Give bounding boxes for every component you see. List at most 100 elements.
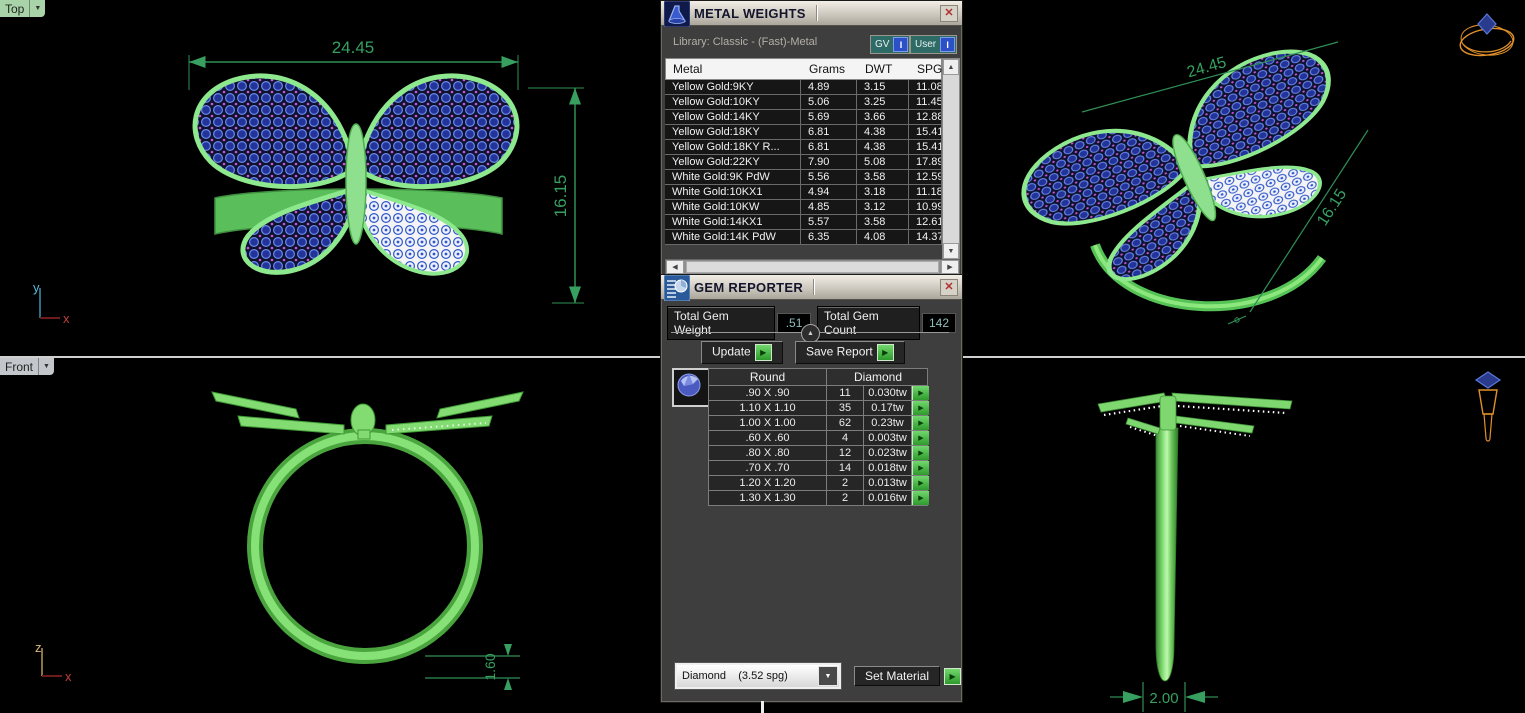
- library-label: Library: Classic - (Fast)-Metal: [673, 36, 818, 48]
- row-arrow-button[interactable]: ▶: [912, 386, 929, 400]
- update-button[interactable]: Update ▶: [701, 341, 783, 364]
- table-row[interactable]: White Gold:10KW 4.85 3.12 10.99: [665, 200, 942, 215]
- panel-title: METAL WEIGHTS: [694, 5, 806, 21]
- scrollbar-thumb[interactable]: [686, 261, 939, 273]
- gem-table-row[interactable]: 1.10 X 1.10 35 0.17tw ▶: [708, 401, 929, 416]
- material-column-header[interactable]: Diamond: [853, 370, 903, 384]
- row-arrow-button[interactable]: ▶: [912, 446, 929, 460]
- gem-table-row[interactable]: 1.00 X 1.00 62 0.23tw ▶: [708, 416, 929, 431]
- gem-reporter-titlebar[interactable]: GEM REPORTER ✕: [661, 274, 962, 302]
- viewport-tab-top[interactable]: Top ▼: [0, 0, 46, 17]
- scroll-up-icon[interactable]: ▲: [943, 59, 959, 75]
- column-header-spg[interactable]: SPG: [917, 62, 943, 76]
- gv-toggle[interactable]: GV I: [870, 35, 911, 54]
- table-cell: 17.89: [909, 155, 942, 169]
- gem-table-row[interactable]: .90 X .90 11 0.030tw ▶: [708, 386, 929, 401]
- viewport-tab-front[interactable]: Front ▼: [0, 358, 55, 375]
- table-cell: 12.61: [909, 215, 942, 229]
- user-toggle-button[interactable]: I: [940, 37, 956, 52]
- gem-count-cell: 4: [827, 431, 864, 445]
- table-row[interactable]: Yellow Gold:10KY 5.06 3.25 11.45: [665, 95, 942, 110]
- chevron-down-icon[interactable]: ▼: [38, 358, 54, 375]
- horizontal-scrollbar[interactable]: ◀ ▶: [665, 259, 960, 275]
- row-arrow-button[interactable]: ▶: [912, 461, 929, 475]
- gem-table-row[interactable]: .80 X .80 12 0.023tw ▶: [708, 446, 929, 461]
- table-header[interactable]: Metal Grams DWT SPG: [665, 58, 942, 80]
- save-report-button[interactable]: Save Report ▶: [795, 341, 905, 364]
- close-icon[interactable]: ✕: [940, 279, 958, 296]
- table-row[interactable]: White Gold:9K PdW 5.56 3.58 12.59: [665, 170, 942, 185]
- user-toggle-label: User: [915, 39, 937, 50]
- viewport-tab-label: Top: [5, 1, 25, 16]
- gem-table-row[interactable]: .60 X .60 4 0.003tw ▶: [708, 431, 929, 446]
- table-row[interactable]: Yellow Gold:9KY 4.89 3.15 11.08: [665, 80, 942, 95]
- set-material-button-label: Set Material: [865, 669, 930, 683]
- total-gem-count-value[interactable]: 142: [922, 313, 956, 333]
- shape-column-header[interactable]: Round: [709, 369, 827, 385]
- table-cell: 12.88: [909, 110, 942, 124]
- table-row[interactable]: White Gold:14KX1 5.57 3.58 12.61: [665, 215, 942, 230]
- run-arrow-icon[interactable]: ▶: [876, 344, 894, 361]
- gem-preview-thumbnail[interactable]: [672, 368, 711, 407]
- top-view-render: 24.45 16.15 y x: [33, 38, 584, 326]
- gem-table-body: .90 X .90 11 0.030tw ▶ 1.10 X 1.10 35 0.17tw ▶ 1…: [708, 386, 929, 506]
- dim-label: 16.15: [551, 175, 570, 218]
- perspective-widget-icon[interactable]: [1458, 13, 1515, 59]
- column-header-grams[interactable]: Grams: [809, 62, 845, 76]
- gem-table-row[interactable]: 1.30 X 1.30 2 0.016tw ▶: [708, 491, 929, 506]
- set-material-button[interactable]: Set Material: [854, 666, 941, 686]
- table-cell: 11.45: [909, 95, 942, 109]
- table-cell: 3.25: [857, 95, 909, 109]
- table-row[interactable]: White Gold:14K PdW 6.35 4.08 14.37: [665, 230, 942, 245]
- table-cell: 10.99: [909, 200, 942, 214]
- axis-x-label: x: [65, 669, 72, 684]
- row-arrow-button[interactable]: ▶: [912, 401, 929, 415]
- scroll-right-icon[interactable]: ▶: [941, 260, 959, 274]
- close-icon[interactable]: ✕: [940, 5, 958, 22]
- table-cell: Yellow Gold:18KY R...: [665, 140, 801, 154]
- gem-count-cell: 12: [827, 446, 864, 460]
- table-cell: 3.58: [857, 215, 909, 229]
- column-header-metal[interactable]: Metal: [673, 62, 703, 76]
- titlebar-divider: [813, 279, 815, 295]
- gem-table-row[interactable]: .70 X .70 14 0.018tw ▶: [708, 461, 929, 476]
- table-cell: 3.58: [857, 170, 909, 184]
- row-arrow-button[interactable]: ▶: [912, 416, 929, 430]
- front-band-dimension: 1.60: [425, 644, 520, 690]
- gem-table-header[interactable]: Round Diamond: [708, 368, 928, 386]
- table-row[interactable]: Yellow Gold:22KY 7.90 5.08 17.89: [665, 155, 942, 170]
- chevron-down-icon[interactable]: ▼: [818, 666, 838, 686]
- scroll-left-icon[interactable]: ◀: [666, 260, 684, 274]
- table-row[interactable]: White Gold:10KX1 4.94 3.18 11.18: [665, 185, 942, 200]
- table-cell: 4.94: [801, 185, 857, 199]
- row-arrow-button[interactable]: ▶: [912, 491, 929, 505]
- table-row[interactable]: Yellow Gold:18KY 6.81 4.38 15.41: [665, 125, 942, 140]
- scroll-down-icon[interactable]: ▼: [943, 243, 959, 259]
- run-arrow-icon[interactable]: ▶: [754, 344, 772, 361]
- vertical-scrollbar[interactable]: ▲ ▼: [942, 58, 960, 260]
- table-row[interactable]: Yellow Gold:14KY 5.69 3.66 12.88: [665, 110, 942, 125]
- row-arrow-button[interactable]: ▶: [912, 476, 929, 490]
- top-axis-indicator: y x: [33, 280, 70, 326]
- table-cell: 11.18: [909, 185, 942, 199]
- table-row[interactable]: Yellow Gold:18KY R... 6.81 4.38 15.41: [665, 140, 942, 155]
- table-cell: 3.18: [857, 185, 909, 199]
- gem-size-cell: 1.20 X 1.20: [709, 476, 827, 490]
- run-arrow-icon[interactable]: ▶: [944, 667, 962, 685]
- metal-weights-titlebar[interactable]: METAL WEIGHTS ✕: [661, 0, 962, 28]
- table-cell: 5.57: [801, 215, 857, 229]
- gv-toggle-button[interactable]: I: [893, 37, 909, 52]
- user-toggle[interactable]: User I: [910, 35, 958, 54]
- flask-icon: [663, 0, 691, 28]
- table-cell: 5.56: [801, 170, 857, 184]
- side-widget-icon[interactable]: [1474, 371, 1502, 442]
- table-body: Yellow Gold:9KY 4.89 3.15 11.08 Yellow Gold:…: [665, 80, 942, 245]
- row-arrow-button[interactable]: ▶: [912, 431, 929, 445]
- chevron-down-icon[interactable]: ▼: [29, 0, 45, 17]
- metal-weights-panel: METAL WEIGHTS ✕ Library: Classic - (Fast…: [660, 0, 963, 276]
- column-header-dwt[interactable]: DWT: [865, 62, 893, 76]
- material-dropdown[interactable]: Diamond (3.52 spg) ▼: [674, 662, 842, 690]
- collapse-arrow-icon[interactable]: ▲: [801, 324, 820, 343]
- viewport-tab-label: Front: [5, 359, 34, 374]
- gem-table-row[interactable]: 1.20 X 1.20 2 0.013tw ▶: [708, 476, 929, 491]
